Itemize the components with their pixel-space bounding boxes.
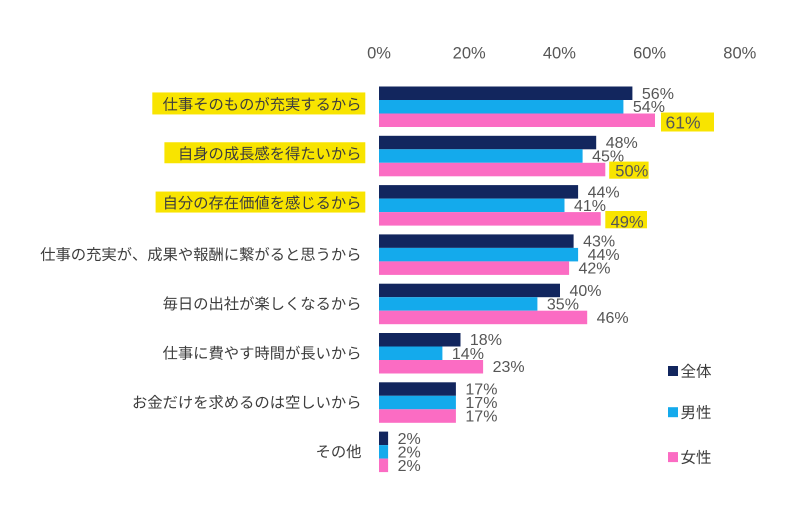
svg-text:41%: 41% bbox=[574, 198, 606, 215]
svg-text:2%: 2% bbox=[398, 431, 421, 448]
svg-text:49%: 49% bbox=[611, 214, 644, 232]
svg-text:54%: 54% bbox=[633, 99, 665, 116]
svg-text:60%: 60% bbox=[633, 45, 666, 63]
svg-text:17%: 17% bbox=[465, 409, 497, 426]
svg-text:43%: 43% bbox=[583, 234, 615, 251]
svg-text:23%: 23% bbox=[493, 359, 525, 376]
svg-text:44%: 44% bbox=[588, 184, 620, 201]
svg-text:45%: 45% bbox=[592, 149, 624, 166]
svg-text:35%: 35% bbox=[547, 296, 579, 313]
svg-text:0%: 0% bbox=[367, 45, 391, 63]
svg-text:14%: 14% bbox=[452, 346, 484, 363]
svg-text:2%: 2% bbox=[398, 444, 421, 461]
svg-text:40%: 40% bbox=[570, 283, 602, 300]
svg-text:56%: 56% bbox=[642, 86, 674, 103]
svg-text:80%: 80% bbox=[723, 45, 756, 63]
svg-text:42%: 42% bbox=[579, 261, 611, 278]
svg-text:2%: 2% bbox=[398, 458, 421, 475]
svg-text:17%: 17% bbox=[465, 395, 497, 412]
svg-text:44%: 44% bbox=[588, 247, 620, 264]
svg-text:18%: 18% bbox=[470, 332, 502, 349]
svg-text:17%: 17% bbox=[465, 382, 497, 399]
svg-text:50%: 50% bbox=[615, 162, 648, 180]
svg-text:40%: 40% bbox=[543, 45, 576, 63]
svg-text:48%: 48% bbox=[606, 135, 638, 152]
svg-text:61%: 61% bbox=[666, 113, 701, 133]
svg-text:46%: 46% bbox=[597, 310, 629, 327]
svg-text:20%: 20% bbox=[453, 45, 486, 63]
